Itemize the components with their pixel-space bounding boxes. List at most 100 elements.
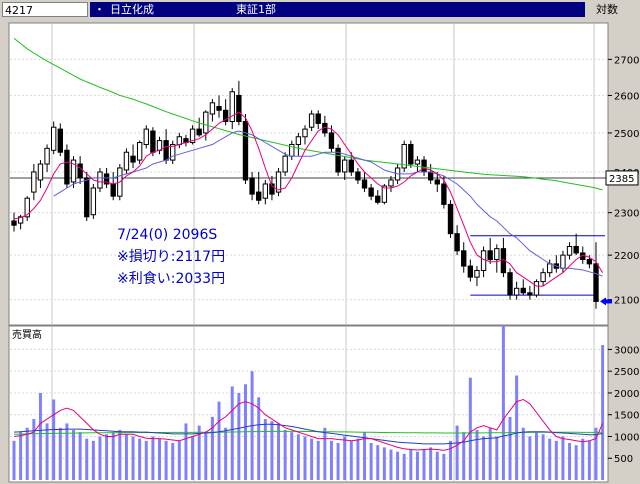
candle-69 [467, 259, 474, 282]
candle-body-70 [474, 269, 480, 278]
candle-body-67 [454, 233, 460, 252]
volume-bar-39 [270, 421, 274, 480]
candle-36 [249, 171, 255, 201]
volume-bar-76 [515, 375, 519, 480]
candle-body-9 [70, 159, 77, 183]
candle-body-25 [176, 136, 183, 145]
candle-30 [209, 99, 216, 122]
candle-body-68 [461, 250, 467, 267]
candle-13 [97, 167, 103, 193]
candle-body-34 [236, 94, 242, 123]
candle-64 [434, 171, 440, 193]
candle-70 [474, 266, 480, 287]
candle-body-4 [37, 163, 44, 181]
candle-body-51 [348, 159, 354, 173]
volume-bar-34 [237, 392, 241, 480]
volume-bar-73 [495, 436, 499, 480]
volume-bar-41 [283, 429, 287, 480]
candle-12 [90, 183, 97, 219]
candle-88 [593, 242, 599, 309]
candle-body-17 [123, 151, 130, 171]
candle-body-61 [414, 159, 421, 165]
volume-bar-45 [310, 438, 314, 480]
volume-bar-25 [177, 440, 181, 480]
volume-tick-label-2000: 2000 [614, 389, 639, 400]
volume-bar-51 [349, 440, 353, 480]
stock-chart: 2100220023002400250026002700 50010001500… [8, 22, 639, 483]
volume-bar-86 [581, 438, 585, 480]
candle-32 [222, 99, 229, 126]
candle-body-37 [256, 191, 262, 201]
candle-body-76 [513, 287, 520, 296]
candle-0 [11, 212, 17, 232]
candle-body-18 [130, 155, 136, 163]
candle-body-13 [97, 171, 103, 189]
volume-bar-87 [587, 440, 591, 480]
candle-49 [335, 144, 341, 176]
volume-bar-16 [118, 429, 122, 480]
volume-bar-68 [462, 432, 466, 480]
volume-bar-52 [356, 438, 360, 480]
candle-29 [203, 110, 209, 141]
volume-bar-10 [78, 432, 82, 480]
volume-bar-88 [594, 427, 598, 480]
volume-moving-averages [13, 398, 604, 451]
candle-body-15 [110, 183, 116, 197]
volume-bar-28 [197, 425, 201, 480]
volume-bar-89 [601, 345, 605, 480]
candle-body-45 [308, 113, 315, 128]
candle-body-79 [533, 281, 540, 296]
candle-body-28 [196, 128, 202, 136]
volume-bar-81 [548, 438, 552, 480]
candle-body-88 [593, 263, 599, 302]
last-price-arrow-icon [600, 297, 606, 306]
volume-bar-24 [171, 443, 175, 480]
volume-bar-17 [124, 434, 128, 480]
volume-bar-6 [52, 399, 56, 480]
volume-bar-78 [528, 436, 532, 480]
volume-bar-71 [482, 436, 486, 480]
candle-body-77 [520, 287, 526, 294]
volume-ma-short-line [13, 398, 604, 451]
price-tick-label-2700: 2700 [614, 55, 639, 66]
volume-bar-33 [230, 386, 234, 480]
candle-body-6 [50, 126, 57, 151]
candle-50 [341, 156, 348, 180]
candle-body-71 [480, 250, 487, 271]
candle-body-31 [216, 106, 222, 111]
candle-31 [216, 95, 222, 118]
candle-75 [507, 268, 513, 300]
candle-4 [37, 160, 44, 189]
price-ma-long-line [13, 37, 603, 191]
price-tick-label-2100: 2100 [614, 296, 639, 307]
volume-bar-8 [65, 423, 69, 480]
volume-bar-75 [508, 416, 512, 480]
candle-80 [540, 268, 546, 287]
volume-bar-64 [435, 451, 439, 480]
volume-ma-mid-line [13, 423, 603, 445]
scale-mode-label[interactable]: 対数 [596, 3, 618, 16]
candle-19 [136, 140, 143, 165]
stock-code-field[interactable]: 4217 [2, 2, 88, 17]
candle-17 [123, 148, 130, 174]
volume-bar-72 [488, 427, 492, 480]
volume-bar-70 [475, 429, 479, 480]
candle-9 [70, 156, 77, 189]
candle-body-11 [84, 177, 90, 218]
candle-40 [275, 167, 282, 197]
volume-tick-label-1500: 1500 [614, 411, 639, 422]
volume-bar-69 [468, 377, 472, 480]
candle-body-44 [302, 128, 308, 138]
volume-bar-62 [422, 449, 426, 480]
candle-2 [24, 196, 30, 221]
volume-bar-42 [290, 432, 294, 480]
candle-body-3 [31, 171, 37, 193]
candle-8 [64, 144, 70, 189]
volume-bar-30 [210, 416, 214, 480]
candle-54 [368, 183, 374, 201]
price-moving-averages [13, 37, 604, 287]
candle-67 [454, 225, 460, 256]
volume-bar-20 [144, 440, 148, 480]
current-price-marker: 2385 [600, 170, 639, 306]
candle-body-12 [90, 187, 97, 216]
